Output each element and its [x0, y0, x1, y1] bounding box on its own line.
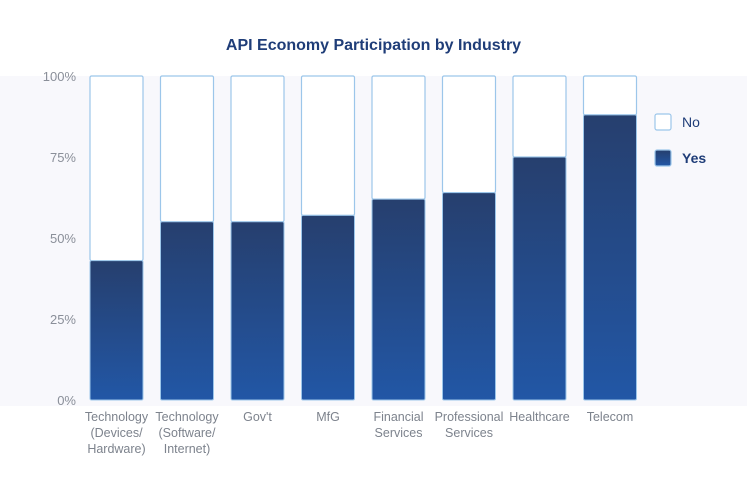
bar-segment-yes: [371, 198, 426, 401]
bar-segment-no: [512, 75, 567, 158]
legend: No Yes: [654, 113, 706, 167]
x-axis: Technology (Devices/Hardware)Technology (S…: [85, 410, 633, 456]
bar-segment-no: [89, 75, 144, 262]
x-category-label: Technology (Devices/Hardware): [85, 410, 149, 456]
bar-segment-yes: [160, 221, 214, 401]
legend-swatch-no: [654, 113, 672, 131]
legend-label-yes: Yes: [682, 150, 706, 166]
legend-swatch-yes: [654, 149, 672, 167]
legend-label-no: No: [682, 114, 700, 130]
bar-segment-yes: [442, 192, 496, 401]
chart-title: API Economy Participation by Industry: [225, 37, 522, 54]
y-tick-label: 50%: [50, 231, 76, 246]
x-category-label: Telecom: [587, 410, 634, 424]
bar-segment-yes: [301, 214, 355, 401]
y-tick-label: 75%: [50, 150, 76, 165]
bar-segment-no: [230, 75, 285, 223]
x-category-label: Technology (Software/Internet): [155, 410, 219, 456]
bar-segment-no: [300, 75, 356, 216]
x-category-label: Financial Services: [373, 410, 423, 440]
bar-segment-no: [582, 75, 638, 116]
bar-segment-no: [441, 75, 497, 194]
x-category-label: Gov't: [243, 410, 272, 424]
bar-segment-yes: [230, 221, 285, 401]
y-axis: 0% 25% 50% 75% 100%: [43, 69, 77, 408]
x-category-label: MfG: [316, 410, 340, 424]
y-tick-label: 25%: [50, 312, 76, 327]
y-tick-label: 0%: [57, 393, 76, 408]
bar-segment-no: [159, 75, 215, 223]
bar-segment-no: [371, 75, 426, 200]
bar-segment-yes: [583, 114, 637, 401]
bar-segment-yes: [512, 156, 567, 401]
bar-segment-yes: [89, 260, 144, 401]
y-tick-label: 100%: [43, 69, 77, 84]
x-category-label: Healthcare: [509, 410, 569, 424]
bars: [89, 75, 638, 401]
x-category-label: Professional Services: [435, 410, 504, 440]
